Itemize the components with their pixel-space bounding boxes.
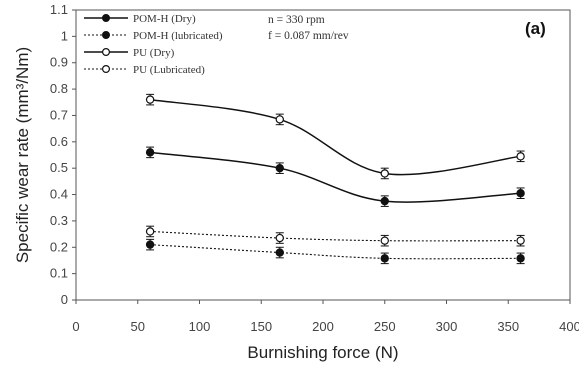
- series-line-pu-dry: [149, 98, 521, 176]
- y-tick-label: 0.7: [50, 107, 68, 122]
- data-point-pom-h-dry: [516, 189, 525, 198]
- legend-label: PU (Dry): [133, 47, 175, 59]
- y-tick-label: 0.1: [50, 266, 68, 281]
- y-tick-label: 0.3: [50, 213, 68, 228]
- legend-marker: [101, 47, 110, 56]
- legend-label: PU (Lubricated): [133, 64, 205, 76]
- legend-marker: [101, 14, 110, 23]
- x-axis-title: Burnishing force (N): [247, 343, 398, 362]
- data-point-pom-h-lubricated: [380, 254, 389, 263]
- series-line-pom-h-lubricated: [150, 244, 521, 260]
- x-tick-label: 0: [72, 319, 79, 334]
- y-tick-label: 0.8: [50, 81, 68, 96]
- data-point-pu-dry: [516, 152, 525, 161]
- y-axis-title: Specific wear rate (mm³/Nm): [13, 47, 32, 263]
- y-tick-label: 0.5: [50, 160, 68, 175]
- y-tick-label: 0: [61, 292, 68, 307]
- legend-label: POM-H (Dry): [133, 13, 196, 25]
- data-point-pom-h-lubricated: [145, 240, 155, 249]
- series-line-pom-h-dry: [150, 151, 521, 203]
- data-point-pom-h-dry: [275, 163, 284, 173]
- data-point-pu-dry: [275, 115, 284, 124]
- y-tick-label: 1: [61, 28, 68, 43]
- data-point-pu-lubricated: [516, 236, 525, 245]
- legend-marker: [101, 64, 110, 73]
- panel-label: (a): [525, 19, 546, 38]
- y-tick-label: 0.2: [50, 239, 68, 254]
- x-tick-label: 150: [250, 319, 272, 334]
- data-point-pu-dry: [145, 95, 155, 104]
- series-line-pu-lubricated: [150, 230, 521, 242]
- x-tick-label: 100: [189, 319, 211, 334]
- legend-marker: [101, 31, 110, 40]
- y-tick-label: 0.9: [50, 55, 68, 70]
- x-tick-label: 200: [312, 319, 334, 334]
- x-tick-label: 250: [374, 319, 396, 334]
- y-tick-label: 0.4: [50, 187, 68, 202]
- legend-label: POM-H (lubricated): [133, 30, 223, 42]
- data-point-pu-lubricated: [380, 236, 389, 245]
- y-tick-label: 0.6: [50, 134, 68, 149]
- condition-speed: n = 330 rpm: [268, 14, 325, 26]
- condition-feed: f = 0.087 mm/rev: [268, 30, 349, 42]
- data-point-pu-lubricated: [145, 227, 155, 236]
- data-point-pu-lubricated: [275, 233, 284, 243]
- x-tick-label: 400: [559, 319, 579, 334]
- data-point-pu-dry: [380, 169, 389, 178]
- y-tick-label: 1.1: [50, 2, 68, 17]
- x-tick-label: 350: [497, 319, 519, 334]
- x-tick-label: 50: [131, 319, 145, 334]
- data-point-pom-h-dry: [145, 148, 155, 157]
- data-point-pom-h-dry: [380, 196, 389, 206]
- x-tick-label: 300: [436, 319, 458, 334]
- data-point-pom-h-lubricated: [275, 248, 284, 257]
- data-point-pom-h-lubricated: [516, 254, 525, 263]
